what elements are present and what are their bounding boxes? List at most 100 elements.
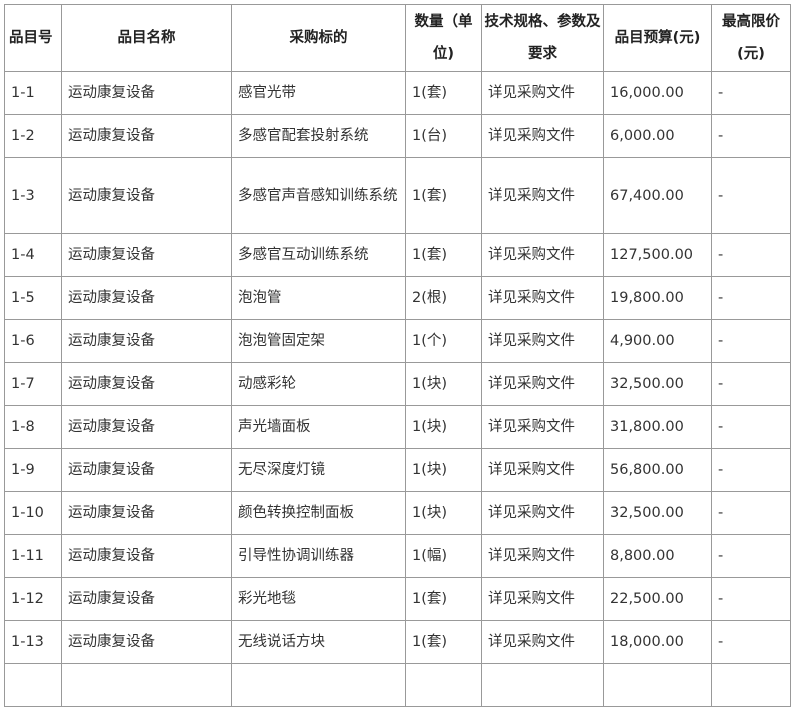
cell-subject: 动感彩轮 bbox=[231, 362, 406, 406]
cell-max-price: - bbox=[711, 157, 791, 234]
cell-specs: 详见采购文件 bbox=[481, 577, 604, 621]
cell-budget: 127,500.00 bbox=[603, 233, 712, 277]
cell-item-no: 1-13 bbox=[4, 620, 62, 664]
cell-item-name: 运动康复设备 bbox=[61, 114, 232, 158]
cell-item-name: 运动康复设备 bbox=[61, 577, 232, 621]
cell-max-price: - bbox=[711, 319, 791, 363]
cell-subject: 多感官声音感知训练系统 bbox=[231, 157, 406, 234]
cell-budget: 4,900.00 bbox=[603, 319, 712, 363]
cell-quantity: 2(根) bbox=[405, 276, 482, 320]
cell-item-no: 1-1 bbox=[4, 71, 62, 115]
cell-item-no: 1-7 bbox=[4, 362, 62, 406]
cell-specs: 详见采购文件 bbox=[481, 534, 604, 578]
table-row: 1-11 运动康复设备 引导性协调训练器 1(幅) 详见采购文件 8,800.00- bbox=[4, 534, 791, 578]
cell-quantity: 1(幅) bbox=[405, 534, 482, 578]
table-row: 1-9 运动康复设备 无尽深度灯镜 1(块) 详见采购文件 56,800.00- bbox=[4, 448, 791, 492]
cell-item-no: 1-8 bbox=[4, 405, 62, 449]
cell-max-price: - bbox=[711, 577, 791, 621]
cell-specs: 详见采购文件 bbox=[481, 362, 604, 406]
cell-specs: 详见采购文件 bbox=[481, 319, 604, 363]
cell-max-price: - bbox=[711, 491, 791, 535]
cell-subject: 泡泡管 bbox=[231, 276, 406, 320]
table-row: 1-6 运动康复设备 泡泡管固定架 1(个) 详见采购文件 4,900.00- bbox=[4, 319, 791, 363]
cell-quantity: 1(套) bbox=[405, 233, 482, 277]
cell-item-name: 运动康复设备 bbox=[61, 448, 232, 492]
cell-specs: 详见采购文件 bbox=[481, 157, 604, 234]
cell-budget: 32,500.00 bbox=[603, 362, 712, 406]
cell-specs: 详见采购文件 bbox=[481, 491, 604, 535]
cell-quantity: 1(块) bbox=[405, 405, 482, 449]
cell-specs: 详见采购文件 bbox=[481, 276, 604, 320]
cell-budget: 31,800.00 bbox=[603, 405, 712, 449]
cell-empty bbox=[405, 663, 482, 707]
cell-quantity: 1(套) bbox=[405, 157, 482, 234]
cell-subject: 声光墙面板 bbox=[231, 405, 406, 449]
header-item-no: 品目号 bbox=[4, 4, 62, 72]
cell-subject: 颜色转换控制面板 bbox=[231, 491, 406, 535]
table-row: 1-7 运动康复设备 动感彩轮 1(块) 详见采购文件 32,500.00- bbox=[4, 362, 791, 406]
cell-budget: 19,800.00 bbox=[603, 276, 712, 320]
cell-item-name: 运动康复设备 bbox=[61, 534, 232, 578]
cell-specs: 详见采购文件 bbox=[481, 114, 604, 158]
cell-quantity: 1(块) bbox=[405, 491, 482, 535]
cell-empty bbox=[61, 663, 232, 707]
cell-budget: 67,400.00 bbox=[603, 157, 712, 234]
cell-specs: 详见采购文件 bbox=[481, 620, 604, 664]
header-max-price: 最高限价(元) bbox=[711, 4, 791, 72]
cell-item-name: 运动康复设备 bbox=[61, 157, 232, 234]
cell-item-no: 1-6 bbox=[4, 319, 62, 363]
cell-subject: 感官光带 bbox=[231, 71, 406, 115]
cell-specs: 详见采购文件 bbox=[481, 448, 604, 492]
cell-item-no: 1-4 bbox=[4, 233, 62, 277]
table-row: 1-8 运动康复设备 声光墙面板 1(块) 详见采购文件 31,800.00- bbox=[4, 405, 791, 449]
cell-budget: 16,000.00 bbox=[603, 71, 712, 115]
cell-item-no: 1-11 bbox=[4, 534, 62, 578]
table-row: 1-1 运动康复设备 感官光带 1(套) 详见采购文件 16,000.00- bbox=[4, 71, 791, 115]
cell-subject: 泡泡管固定架 bbox=[231, 319, 406, 363]
cell-budget: 22,500.00 bbox=[603, 577, 712, 621]
cell-item-name: 运动康复设备 bbox=[61, 71, 232, 115]
header-quantity: 数量（单位) bbox=[405, 4, 482, 72]
cell-subject: 多感官配套投射系统 bbox=[231, 114, 406, 158]
cell-empty bbox=[231, 663, 406, 707]
cell-subject: 多感官互动训练系统 bbox=[231, 233, 406, 277]
cell-budget: 8,800.00 bbox=[603, 534, 712, 578]
header-budget: 品目预算(元) bbox=[603, 4, 712, 72]
cell-item-name: 运动康复设备 bbox=[61, 491, 232, 535]
cell-max-price: - bbox=[711, 276, 791, 320]
cell-specs: 详见采购文件 bbox=[481, 233, 604, 277]
cell-empty bbox=[4, 663, 62, 707]
cell-item-no: 1-5 bbox=[4, 276, 62, 320]
cell-item-name: 运动康复设备 bbox=[61, 233, 232, 277]
cell-quantity: 1(套) bbox=[405, 71, 482, 115]
cell-item-no: 1-10 bbox=[4, 491, 62, 535]
cell-max-price: - bbox=[711, 448, 791, 492]
cell-item-name: 运动康复设备 bbox=[61, 620, 232, 664]
table-row: 1-2 运动康复设备 多感官配套投射系统 1(台) 详见采购文件 6,000.00- bbox=[4, 114, 791, 158]
cell-budget: 56,800.00 bbox=[603, 448, 712, 492]
cell-quantity: 1(块) bbox=[405, 362, 482, 406]
cell-item-no: 1-12 bbox=[4, 577, 62, 621]
cell-quantity: 1(套) bbox=[405, 620, 482, 664]
cell-subject: 引导性协调训练器 bbox=[231, 534, 406, 578]
cell-max-price: - bbox=[711, 233, 791, 277]
table-row: 1-5 运动康复设备 泡泡管 2(根) 详见采购文件 19,800.00- bbox=[4, 276, 791, 320]
cell-item-name: 运动康复设备 bbox=[61, 276, 232, 320]
cell-max-price: - bbox=[711, 405, 791, 449]
header-item-name: 品目名称 bbox=[61, 4, 232, 72]
cell-max-price: - bbox=[711, 71, 791, 115]
cell-item-name: 运动康复设备 bbox=[61, 362, 232, 406]
cell-item-name: 运动康复设备 bbox=[61, 405, 232, 449]
cell-empty bbox=[481, 663, 604, 707]
cell-item-no: 1-2 bbox=[4, 114, 62, 158]
cell-quantity: 1(台) bbox=[405, 114, 482, 158]
cell-subject: 无线说话方块 bbox=[231, 620, 406, 664]
cell-budget: 32,500.00 bbox=[603, 491, 712, 535]
table-row: 1-4 运动康复设备 多感官互动训练系统 1(套) 详见采购文件 127,500.00- bbox=[4, 233, 791, 277]
procurement-table: 品目号 品目名称 采购标的 数量（单位) 技术规格、参数及要求 品目预算(元) … bbox=[4, 4, 791, 707]
cell-subject: 彩光地毯 bbox=[231, 577, 406, 621]
cell-budget: 6,000.00 bbox=[603, 114, 712, 158]
table-row-partial bbox=[4, 663, 791, 707]
cell-quantity: 1(套) bbox=[405, 577, 482, 621]
cell-specs: 详见采购文件 bbox=[481, 405, 604, 449]
